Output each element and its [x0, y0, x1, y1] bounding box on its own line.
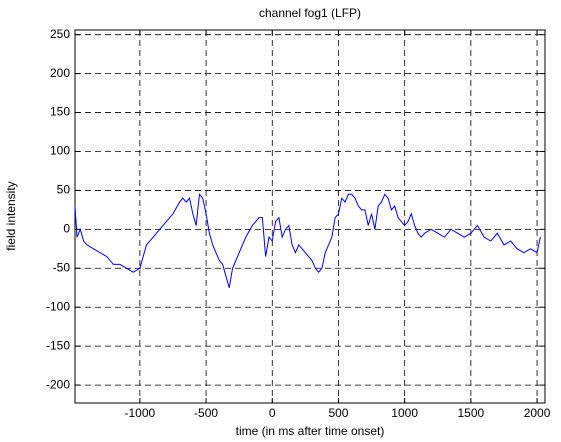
x-axis-label: time (in ms after time onset): [236, 424, 385, 438]
y-tick-label: -100: [46, 299, 70, 313]
chart-title: channel fog1 (LFP): [259, 6, 361, 20]
data-line: [74, 193, 541, 288]
x-tick-label: 1000: [391, 406, 418, 420]
plot-area: [74, 29, 546, 404]
y-tick-label: -50: [53, 260, 71, 274]
x-tick-label: 2000: [524, 406, 551, 420]
x-tick-label: 0: [269, 406, 276, 420]
y-axis-label: field intensity: [4, 181, 18, 250]
y-tick-label: 150: [50, 105, 70, 119]
y-tick-label: 50: [57, 183, 71, 197]
x-tick-label: 1500: [458, 406, 485, 420]
x-tick-label: -500: [194, 406, 218, 420]
y-tick-label: 100: [50, 144, 70, 158]
y-tick-label: -150: [46, 338, 70, 352]
y-tick-label: 0: [63, 222, 70, 236]
y-tick-label: 250: [50, 27, 70, 41]
x-tick-label: 500: [328, 406, 348, 420]
y-tick-label: 200: [50, 66, 70, 80]
x-tick-label: -1000: [125, 406, 156, 420]
y-tick-label: -200: [46, 377, 70, 391]
